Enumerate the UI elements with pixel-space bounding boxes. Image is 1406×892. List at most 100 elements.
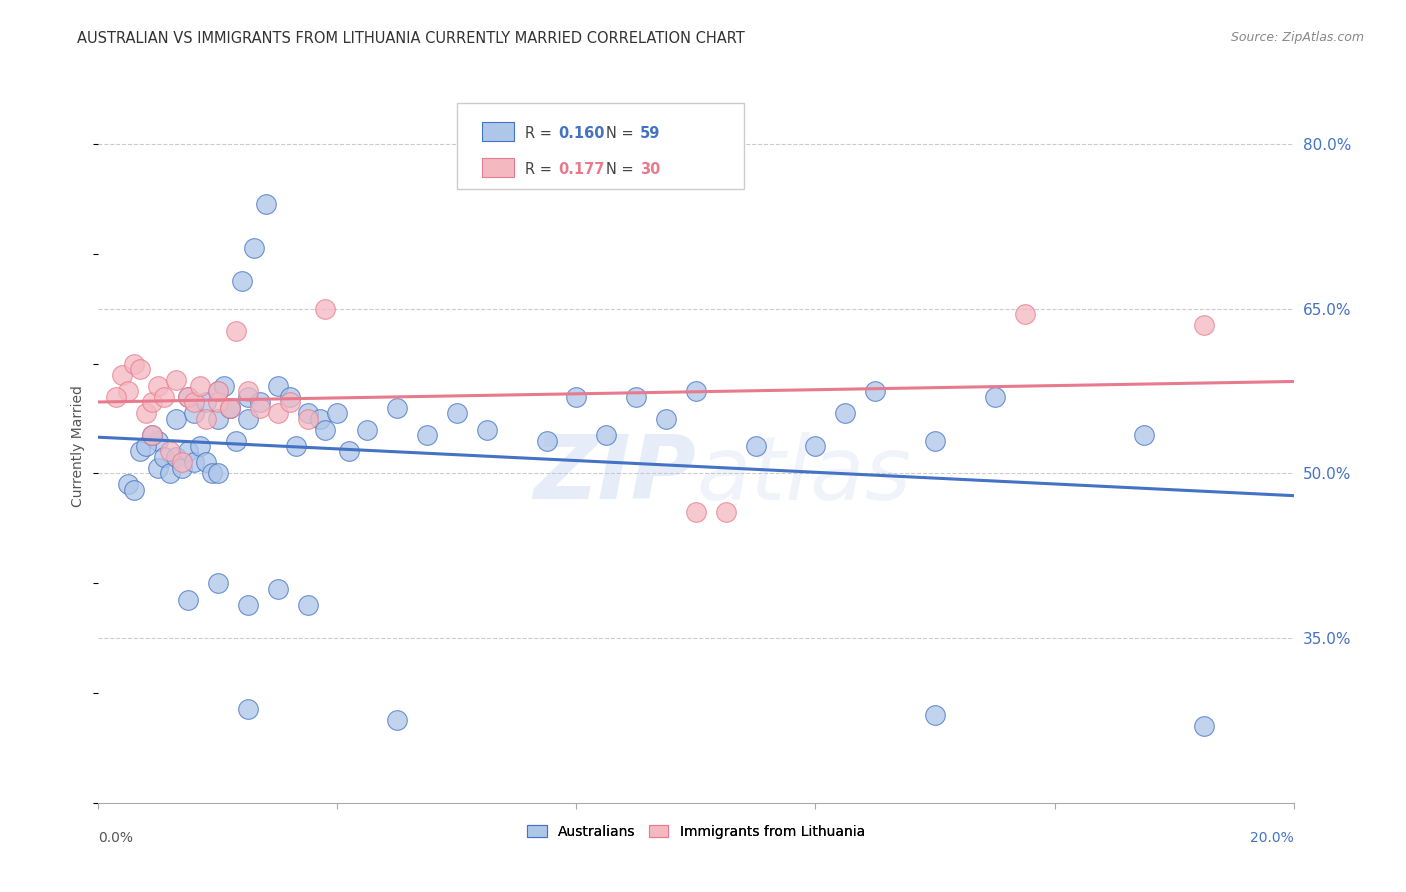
Point [105,390,128,404]
Point [236,702,259,716]
Point [172,455,194,469]
Point [685,505,707,519]
Point [297,598,319,612]
Point [225,434,247,448]
Point [159,467,181,481]
Text: ZIP: ZIP [533,431,696,518]
Point [236,598,259,612]
Text: 0.160: 0.160 [558,126,605,141]
Point [188,378,211,392]
Point [148,378,170,392]
Point [212,378,235,392]
FancyBboxPatch shape [457,103,744,189]
Point [165,411,187,425]
Point [183,455,205,469]
Point [385,714,409,728]
Point [714,505,737,519]
Point [129,444,152,458]
Point [475,423,498,437]
Point [141,428,163,442]
Text: R =: R = [524,161,557,177]
Point [278,390,301,404]
Point [254,197,277,211]
Point [924,434,946,448]
Point [207,576,229,591]
Point [655,411,678,425]
Point [865,384,887,398]
Point [111,368,134,382]
Point [1014,307,1036,321]
Point [595,428,617,442]
Point [183,395,205,409]
Point [207,384,229,398]
Point [117,384,139,398]
Point [124,483,146,497]
Point [172,461,194,475]
Text: 59: 59 [640,126,661,141]
Point [195,395,218,409]
Point [159,444,181,458]
Point [1192,318,1215,333]
Point [267,378,290,392]
Point [177,444,200,458]
Point [308,411,330,425]
Point [267,406,290,420]
Point [416,428,439,442]
Point [165,450,187,464]
FancyBboxPatch shape [482,158,515,177]
Point [188,439,211,453]
Point [195,411,218,425]
Point [207,395,229,409]
Y-axis label: Currently Married: Currently Married [72,385,86,507]
Point [135,439,157,453]
Point [243,241,266,255]
Point [148,434,170,448]
Point [339,444,361,458]
Point [446,406,468,420]
Point [207,411,229,425]
Point [148,461,170,475]
FancyBboxPatch shape [482,122,515,141]
Point [207,384,229,398]
Point [177,592,200,607]
Point [326,406,349,420]
Point [195,455,218,469]
Point [834,406,856,420]
Point [207,467,229,481]
Point [129,362,152,376]
Point [536,434,558,448]
Text: R =: R = [524,126,557,141]
Point [117,477,139,491]
Point [385,401,409,415]
Point [236,384,259,398]
Point [278,395,301,409]
Text: 0.0%: 0.0% [98,831,134,846]
Point [267,582,290,596]
Point [231,274,253,288]
Point [565,390,588,404]
Text: N =: N = [606,161,638,177]
Text: N =: N = [606,126,638,141]
Text: 20.0%: 20.0% [1250,831,1294,846]
Point [249,395,271,409]
Point [177,390,200,404]
Point [124,357,146,371]
Point [236,411,259,425]
Point [284,439,307,453]
Point [183,406,205,420]
Point [297,411,319,425]
Point [249,401,271,415]
Point [219,401,242,415]
Point [153,390,176,404]
Point [219,401,242,415]
Point [219,401,242,415]
Point [141,428,163,442]
Point [685,384,707,398]
Point [924,708,946,723]
Point [315,423,337,437]
Point [153,450,176,464]
Text: atlas: atlas [696,432,911,517]
Point [984,390,1007,404]
Point [804,439,827,453]
Text: Source: ZipAtlas.com: Source: ZipAtlas.com [1230,31,1364,45]
